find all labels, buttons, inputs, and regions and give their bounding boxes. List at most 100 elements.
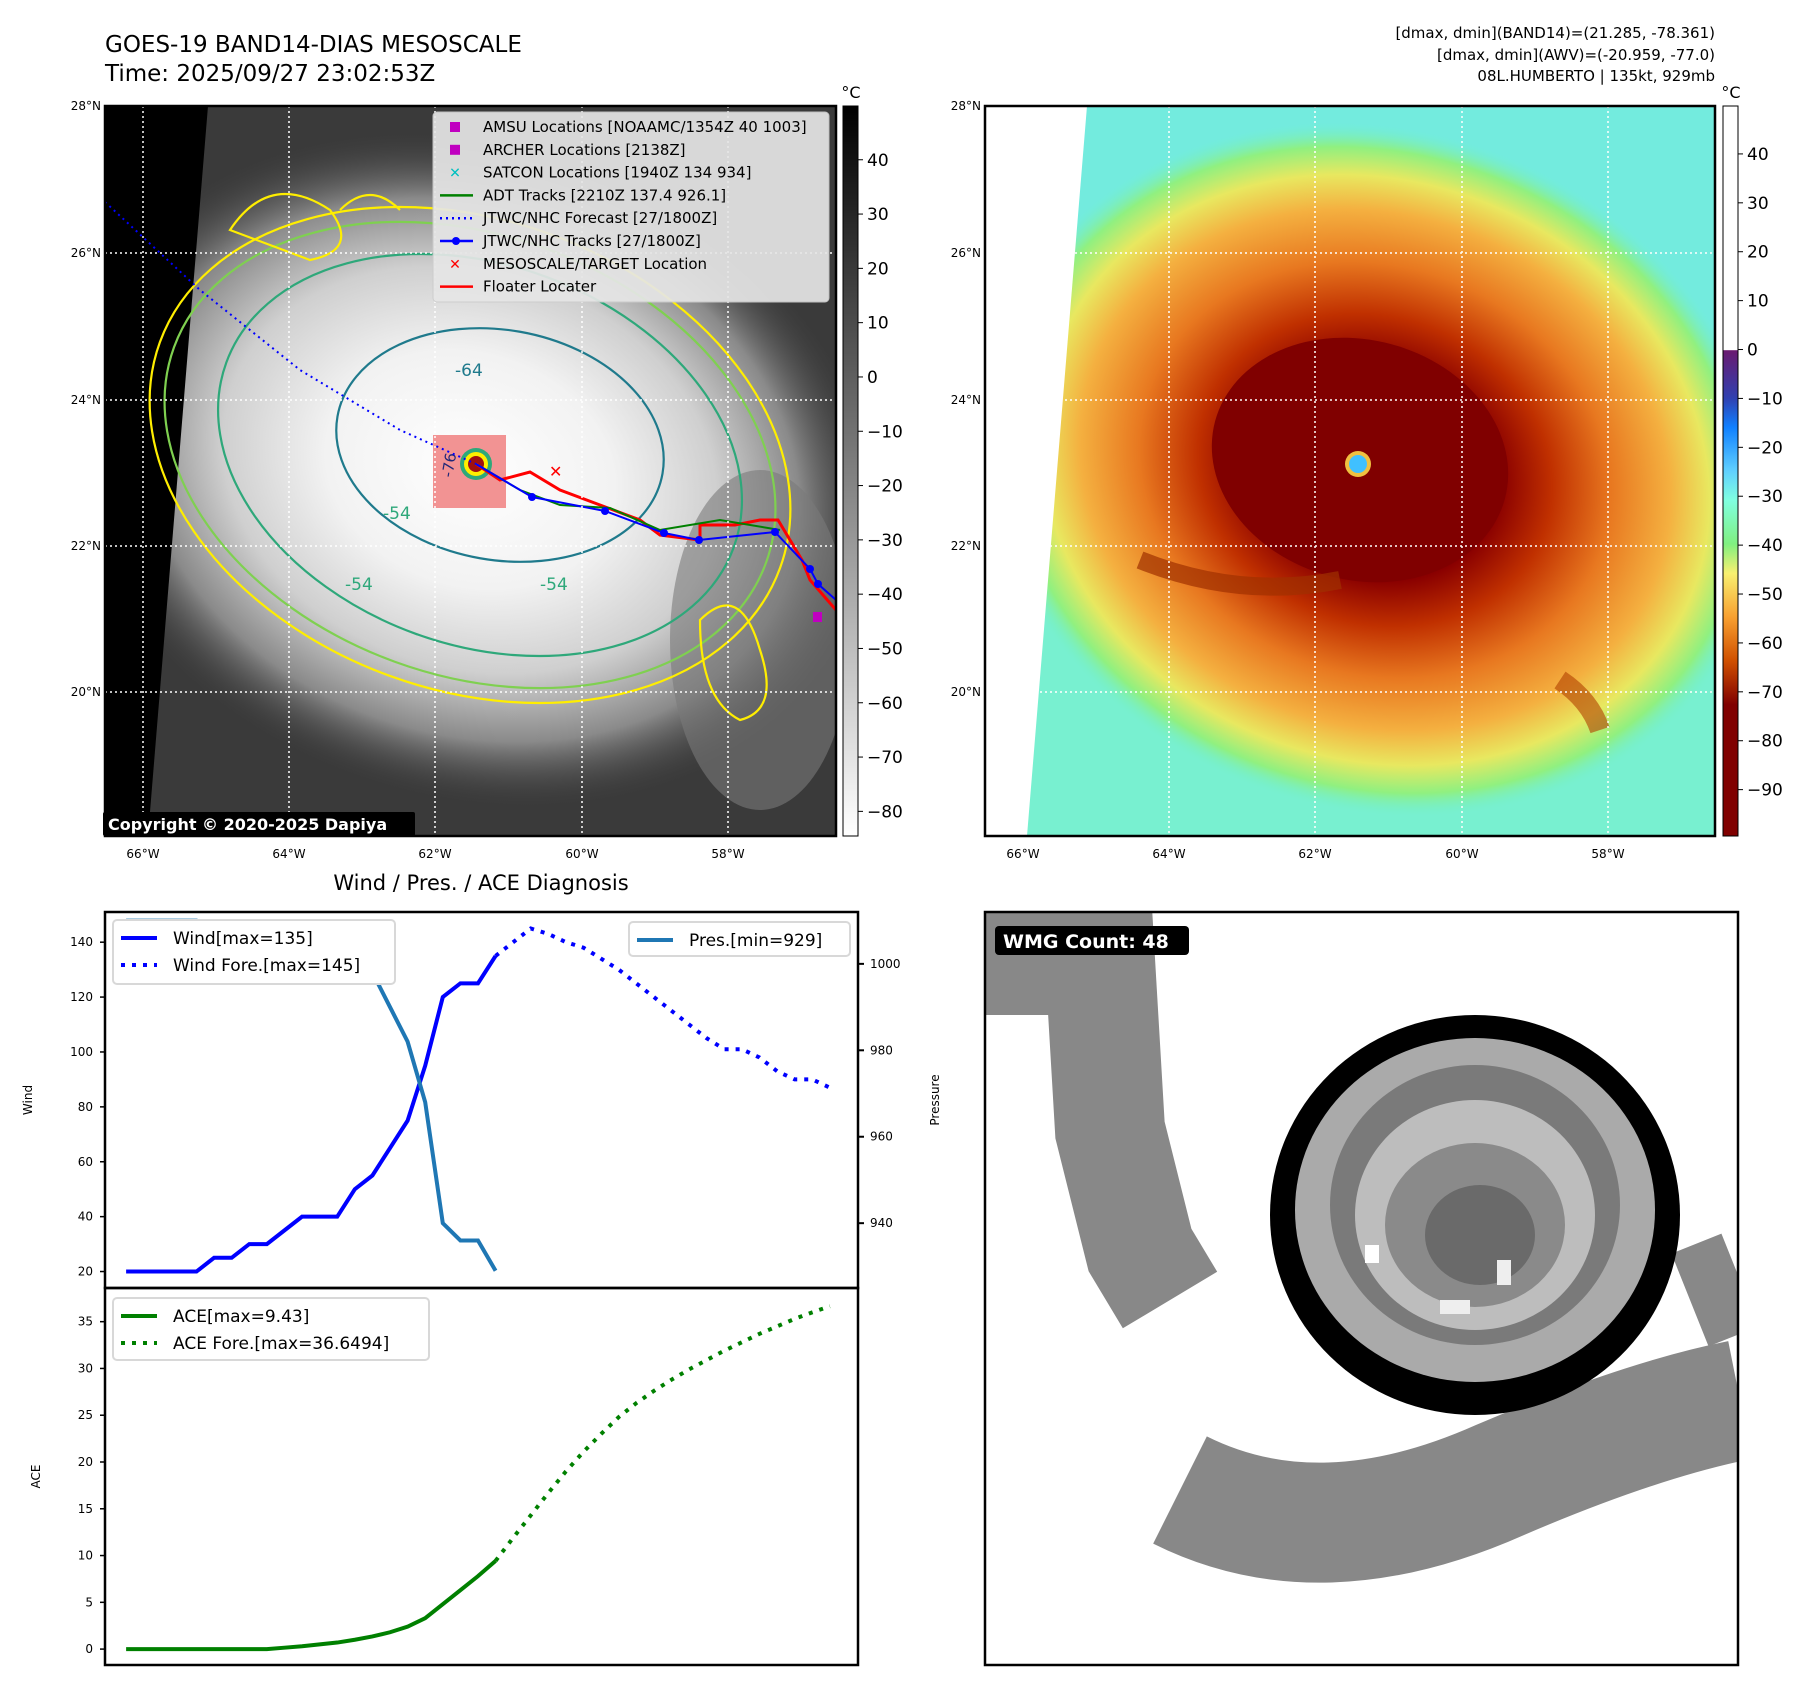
lat-tick-label: 26°N xyxy=(951,246,981,260)
y-tick-label: 120 xyxy=(70,990,93,1004)
square-marker-icon xyxy=(450,144,460,155)
colorbar-tick-label: 0 xyxy=(1747,341,1758,361)
colorbar-tick-label: 10 xyxy=(1747,292,1769,312)
colorbar-tick-label: −40 xyxy=(1747,536,1783,556)
x-marker-icon: ✕ xyxy=(449,257,461,273)
left-map-ticks: 28°N 26°N 24°N 22°N 20°N 66°W 64°W 62°W 60°W 58°W xyxy=(71,99,745,861)
y-axis-label: ACE xyxy=(29,1465,43,1489)
colorbar-tick-label: −80 xyxy=(867,802,903,822)
legend-label: JTWC/NHC Forecast [27/1800Z] xyxy=(482,209,717,227)
lon-tick-label: 64°W xyxy=(272,847,305,861)
lat-tick-label: 24°N xyxy=(71,393,101,407)
right-map-frame xyxy=(983,104,1717,838)
series-line-ace-fore- xyxy=(493,1304,831,1563)
y2-tick-label: 960 xyxy=(870,1130,893,1144)
contour-label: -54 xyxy=(345,575,373,595)
legend-item: JTWC/NHC Forecast [27/1800Z] xyxy=(440,209,717,227)
contour-label: -54 xyxy=(383,504,411,524)
colorbar-tick-label: 10 xyxy=(867,314,889,334)
lon-tick-label: 60°W xyxy=(565,847,598,861)
lon-tick-label: 58°W xyxy=(1591,847,1624,861)
square-marker-icon xyxy=(450,122,460,132)
figure-time: Time: 2025/09/27 23:02:53Z xyxy=(104,61,435,87)
figure-title: GOES-19 BAND14-DIAS MESOSCALE xyxy=(105,32,522,58)
y-tick-label: 15 xyxy=(78,1502,93,1516)
lat-tick-label: 28°N xyxy=(71,99,101,113)
chart-legend xyxy=(112,919,396,985)
colorbar-tick-label: −40 xyxy=(867,585,903,605)
plot-frame xyxy=(103,1286,860,1667)
wmg-count-badge: WMG Count: 48 xyxy=(995,926,1189,955)
colorbar-tick-label: −80 xyxy=(1747,732,1783,752)
y-tick-label: 100 xyxy=(70,1045,93,1059)
info-line-storm: 08L.HUMBERTO | 135kt, 929mb xyxy=(1477,67,1715,85)
colorbar-tick-label: 30 xyxy=(867,205,889,225)
colorbar-tick-label: 20 xyxy=(1747,243,1769,263)
copyright-box: Copyright © 2020-2025 Dapiya xyxy=(103,812,415,836)
chart-legend-label: Wind Fore.[max=145] xyxy=(173,956,360,976)
series-line-wind-fore- xyxy=(494,926,831,1090)
lon-tick-label: 60°W xyxy=(1445,847,1478,861)
legend-label: JTWC/NHC Tracks [27/1800Z] xyxy=(482,232,701,250)
target-location-x-icon: ✕ xyxy=(549,462,562,481)
ace-chart: 0 5 10 15 20 25 30 35 ACE ACE[max=9.43] ACE Fore.[… xyxy=(29,1286,860,1667)
lat-tick-label: 20°N xyxy=(71,685,101,699)
right-colorbar-unit: °C xyxy=(1721,83,1740,102)
right-map-ticks: 28°N 26°N 24°N 22°N 20°N 66°W 64°W 62°W 60°W 58°W xyxy=(951,99,1625,861)
lat-tick-label: 28°N xyxy=(951,99,981,113)
legend-item: ✕ SATCON Locations [1940Z 134 934] xyxy=(449,164,751,182)
legend-item: Floater Locater xyxy=(440,278,597,296)
lat-tick-label: 22°N xyxy=(71,539,101,553)
legend-item: JTWC/NHC Tracks [27/1800Z] xyxy=(440,232,701,250)
lon-tick-label: 58°W xyxy=(711,847,744,861)
lat-tick-label: 22°N xyxy=(951,539,981,553)
colorbar-tick-label: −60 xyxy=(1747,634,1783,654)
colorbar-tick-label: 20 xyxy=(867,259,889,279)
lat-tick-label: 26°N xyxy=(71,246,101,260)
y-tick-label: 30 xyxy=(78,1361,93,1375)
legend-label: SATCON Locations [1940Z 134 934] xyxy=(483,164,751,182)
colorbar-tick-label: 0 xyxy=(867,368,878,388)
legend-label: MESOSCALE/TARGET Location xyxy=(483,255,707,273)
chart-legend-label: ACE[max=9.43] xyxy=(173,1307,309,1327)
y-tick-label: 5 xyxy=(85,1595,93,1609)
info-line-band14: [dmax, dmin](BAND14)=(21.285, -78.361) xyxy=(1395,24,1715,42)
wmg-count-text: WMG Count: 48 xyxy=(1003,931,1169,953)
colorbar-tick-label: 40 xyxy=(867,151,889,171)
colorbar-tick-label: −20 xyxy=(1747,438,1783,458)
y-tick-label: 25 xyxy=(78,1408,93,1422)
ir-enhanced-map xyxy=(985,106,1715,836)
chart-legend-label: Pres.[min=929] xyxy=(689,931,822,951)
colorbar-tick-label: −10 xyxy=(867,422,903,442)
colorbar-tick-label: −20 xyxy=(867,477,903,497)
info-line-awv: [dmax, dmin](AWV)=(-20.959, -77.0) xyxy=(1437,46,1715,64)
contour-labels: -64 -54 -54 -54 xyxy=(345,361,568,595)
legend-label: ARCHER Locations [2138Z] xyxy=(483,141,686,159)
colorbar-tick-label: −60 xyxy=(867,694,903,714)
colorbar-tick-label: −70 xyxy=(867,748,903,768)
y-tick-label: 80 xyxy=(78,1100,93,1114)
y2-tick-label: 1000 xyxy=(870,957,901,971)
series-line-ace xyxy=(126,1559,497,1652)
colorbar-tick-label: 30 xyxy=(1747,194,1769,214)
contour-label: -64 xyxy=(455,361,483,381)
left-colorbar xyxy=(842,105,859,837)
colorbar-tick-label: −30 xyxy=(867,531,903,551)
wmg-frame xyxy=(983,910,1740,1667)
right-colorbar xyxy=(1722,105,1739,837)
y-tick-label: 20 xyxy=(78,1455,93,1469)
y2-tick-label: 940 xyxy=(870,1216,893,1230)
dot-marker-icon xyxy=(452,237,460,245)
left-map-frame xyxy=(103,104,838,838)
contour-label: -76 xyxy=(438,451,460,478)
lat-tick-label: 24°N xyxy=(951,393,981,407)
colorbar-tick-label: −50 xyxy=(867,639,903,659)
legend-item: ARCHER Locations [2138Z] xyxy=(450,141,686,159)
y-tick-label: 10 xyxy=(78,1549,93,1563)
colorbar-tick-label: −50 xyxy=(1747,585,1783,605)
lat-tick-label: 20°N xyxy=(951,685,981,699)
jtwc-track-points xyxy=(528,493,822,588)
legend-item: ✕ MESOSCALE/TARGET Location xyxy=(449,255,707,273)
colorbar-tick-label: 40 xyxy=(1747,145,1769,165)
